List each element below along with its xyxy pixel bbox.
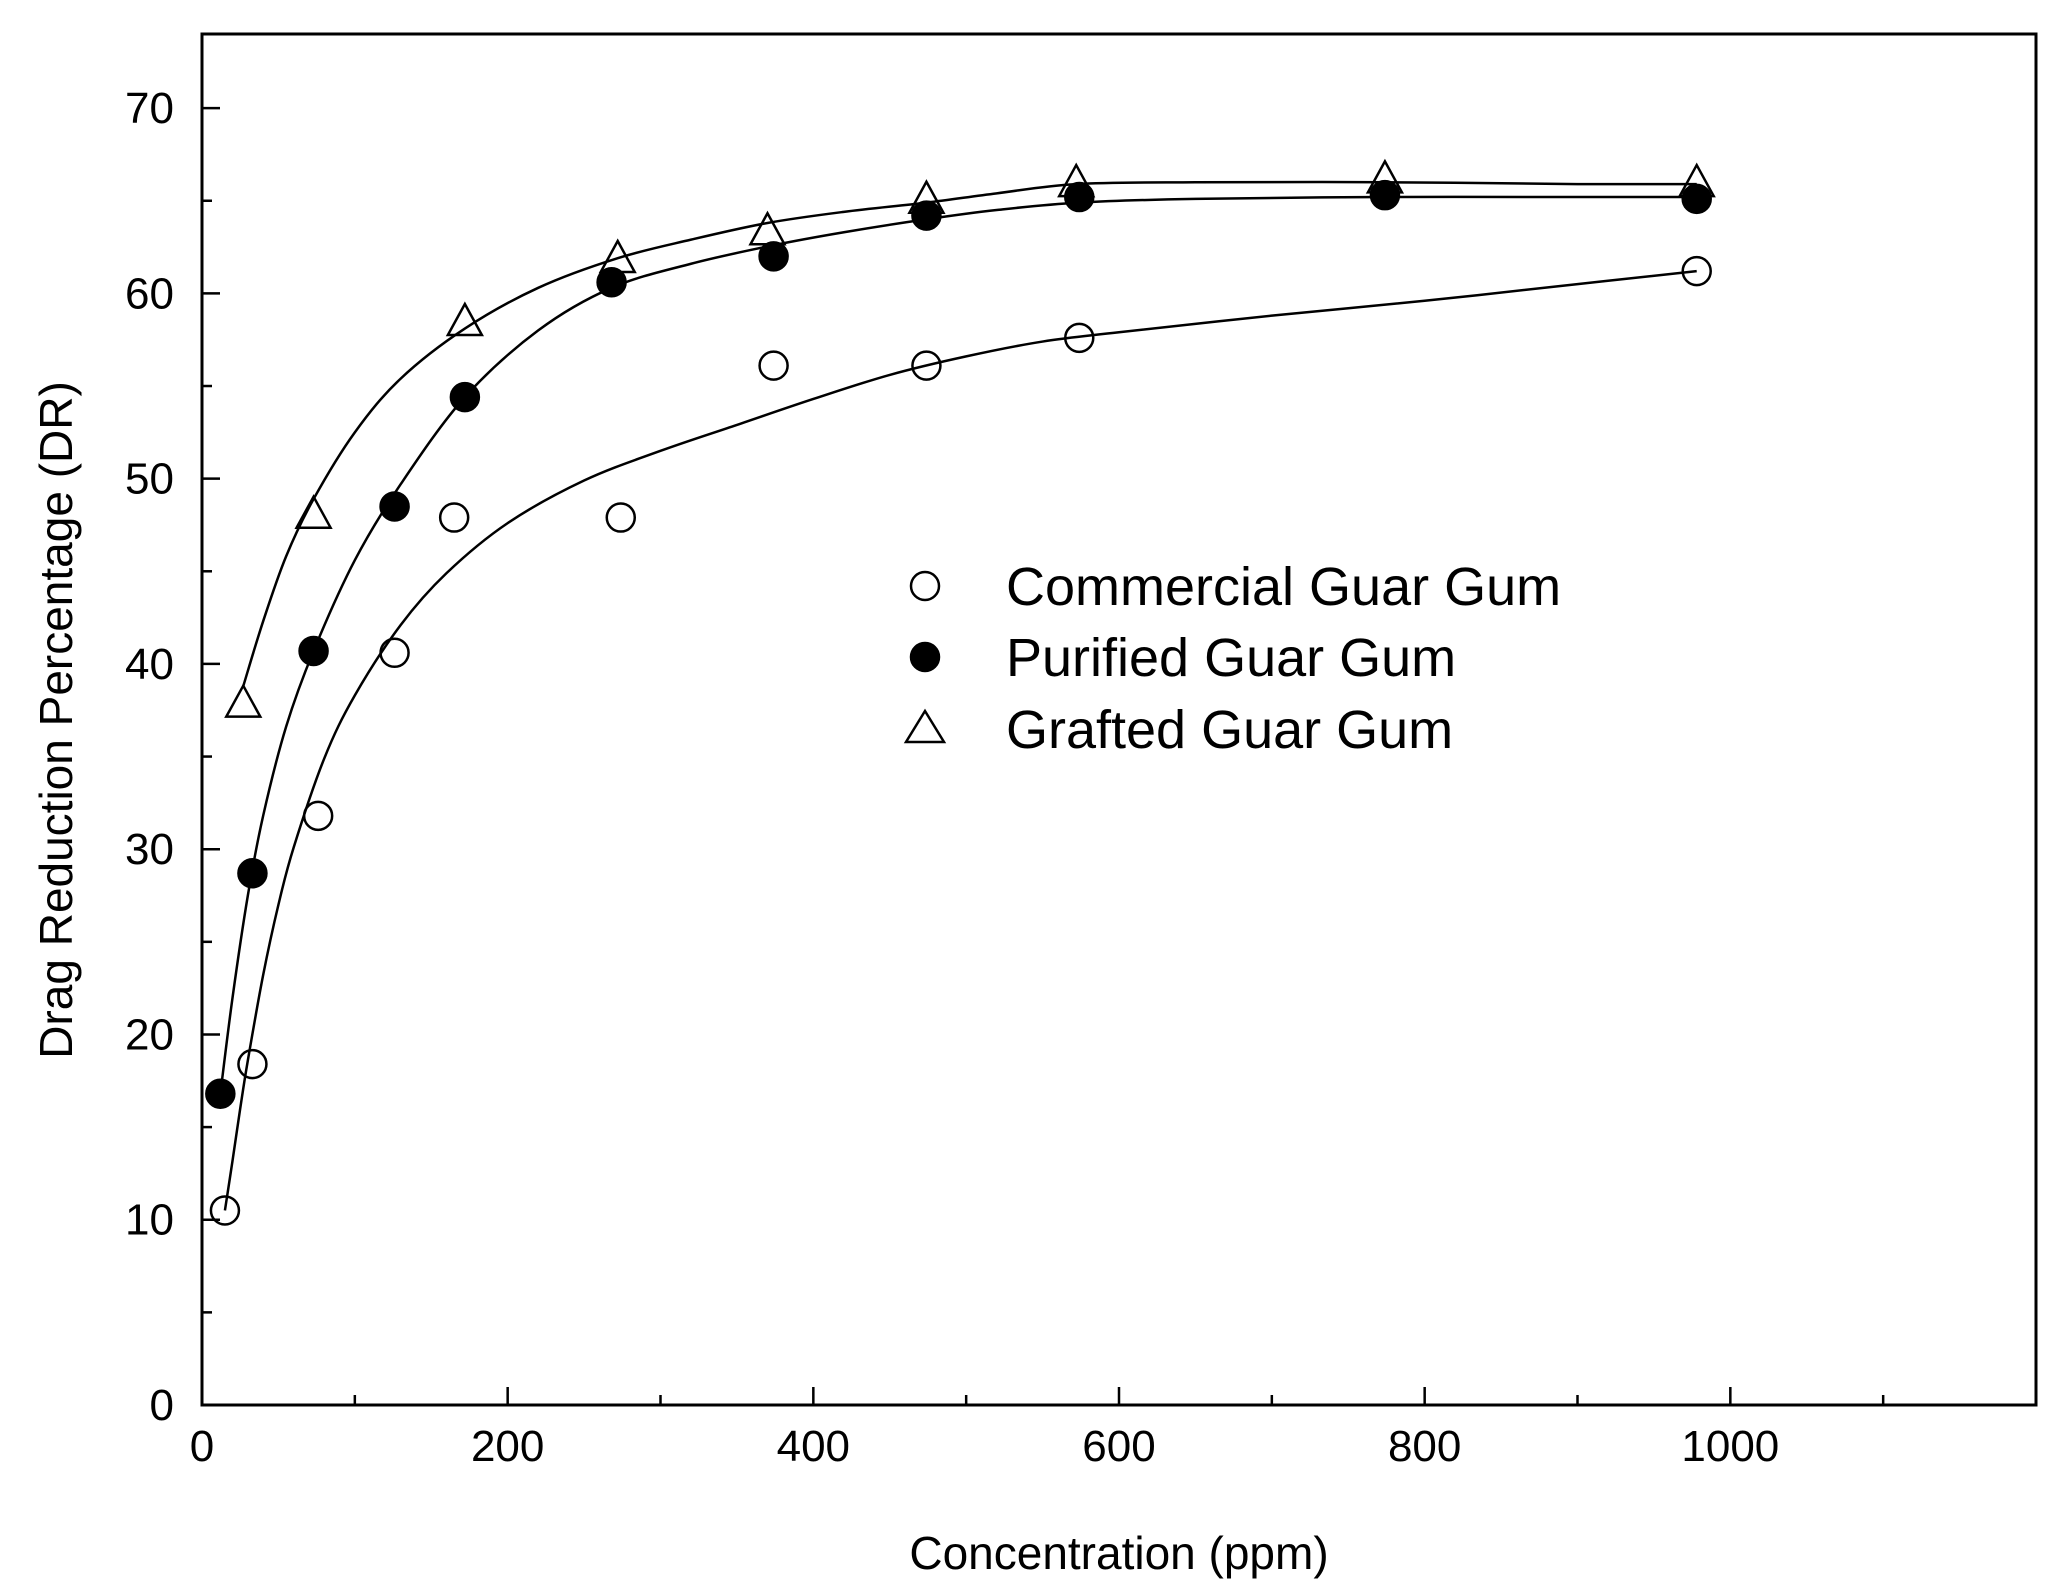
x-tick-label: 1000	[1681, 1422, 1779, 1471]
legend-label-purified: Purified Guar Gum	[1006, 628, 1456, 688]
x-tick-label: 400	[777, 1422, 850, 1471]
legend-marker-purified	[909, 641, 941, 673]
x-tick-label: 0	[190, 1422, 214, 1471]
fit-curve-grafted	[242, 180, 1697, 687]
x-tick-label: 200	[471, 1422, 544, 1471]
y-tick-label: 40	[125, 640, 174, 689]
y-axis: 0 10 20 30 40 50 60 70	[125, 84, 220, 1430]
data-point-commercial	[237, 1048, 268, 1080]
legend-marker-commercial	[909, 570, 941, 602]
data-point-purified	[758, 241, 789, 272]
data-point-purified	[911, 200, 942, 231]
data-point-commercial	[911, 350, 942, 381]
data-point-purified	[379, 491, 410, 522]
fit-curve-purified	[219, 195, 1697, 1094]
data-point-purified	[237, 858, 268, 889]
y-tick-label: 60	[125, 269, 174, 318]
data-point-purified	[449, 381, 481, 413]
legend-label-grafted: Grafted Guar Gum	[1006, 700, 1453, 760]
data-point-commercial	[379, 637, 410, 669]
data-point-grafted	[294, 494, 333, 529]
data-point-grafted	[748, 210, 787, 246]
data-point-grafted	[1057, 162, 1096, 198]
y-tick-label: 50	[125, 455, 174, 504]
data-point-commercial	[1064, 322, 1095, 354]
data-point-commercial	[302, 800, 334, 832]
data-point-grafted	[1365, 158, 1405, 194]
x-tick-label: 800	[1388, 1422, 1461, 1471]
data-point-grafted	[598, 238, 637, 274]
data-point-commercial	[438, 502, 470, 533]
data-point-grafted	[907, 179, 946, 214]
data-point-purified	[596, 267, 627, 298]
data-points	[205, 158, 1716, 1226]
y-tick-label: 20	[125, 1010, 174, 1059]
data-point-grafted	[445, 301, 484, 337]
legend-label-commercial: Commercial Guar Gum	[1006, 557, 1561, 617]
legend-marker-grafted	[903, 708, 947, 744]
data-point-grafted	[1677, 162, 1716, 198]
fit-curves	[219, 180, 1697, 1211]
x-tick-label: 600	[1082, 1422, 1155, 1471]
y-axis-label: Drag Reduction Percentage (DR)	[30, 381, 82, 1059]
data-point-purified	[1369, 179, 1401, 211]
data-point-purified	[205, 1078, 236, 1109]
data-point-purified	[298, 635, 329, 667]
y-tick-label: 0	[150, 1381, 174, 1430]
y-tick-label: 70	[125, 84, 174, 133]
x-axis: 0 200 400 600 800 1000	[190, 1387, 1885, 1471]
y-tick-label: 30	[125, 825, 174, 874]
data-point-grafted	[224, 683, 263, 718]
y-tick-label: 10	[125, 1196, 174, 1245]
data-point-commercial	[1681, 255, 1712, 287]
legend: Commercial Guar Gum Purified Guar Gum Gr…	[903, 557, 1561, 760]
fit-curve-commercial	[223, 269, 1697, 1211]
x-axis-label: Concentration (ppm)	[909, 1527, 1328, 1579]
data-point-commercial	[605, 502, 637, 533]
data-point-purified	[1681, 183, 1712, 215]
data-point-commercial	[209, 1195, 241, 1226]
data-point-commercial	[758, 350, 789, 381]
